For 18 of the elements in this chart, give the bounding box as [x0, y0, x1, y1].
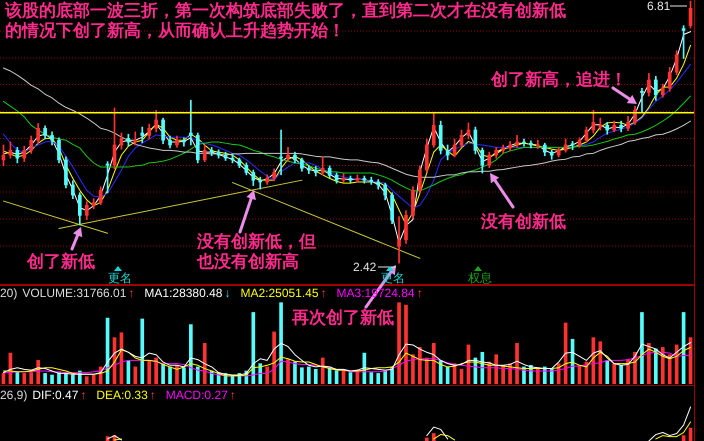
text: 该股的底部一波三折，第一次构筑底部失败了，直到第二次才在没有创新低的情况下创了新高，从而确认上升趋势开始！: [5, 1, 567, 41]
annotation: 2.42: [353, 260, 376, 274]
text: VOLUME:31766.01↑: [22, 286, 134, 300]
annotation: 更名: [108, 271, 132, 285]
text: MACD:0.27↑: [166, 388, 236, 402]
text: DIF:0.47↑: [32, 388, 86, 402]
annotation: 没有创新低，但也没有创新高: [197, 232, 317, 272]
text: MA2:25051.45↑: [240, 286, 327, 300]
annotation: 创了新高，追进！: [491, 70, 627, 90]
annotation: 再次创了新低: [292, 308, 394, 328]
annotation: 6.81: [647, 0, 670, 13]
annotation: 没有创新低: [481, 212, 566, 232]
text: MA1:28380.48↓: [144, 286, 230, 300]
annotation: 权息: [468, 271, 492, 285]
annotation: 创了新低: [27, 252, 95, 272]
chart-title: 26,9): [0, 388, 28, 402]
chart-title: 20): [0, 286, 18, 300]
text: DEA:0.33↑: [96, 388, 156, 402]
